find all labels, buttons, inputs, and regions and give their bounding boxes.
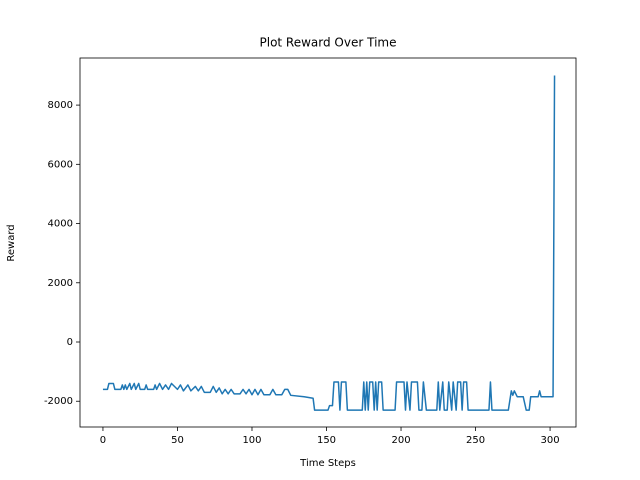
chart-title: Plot Reward Over Time [260, 36, 397, 50]
x-tick-label: 100 [242, 435, 261, 446]
x-axis-label: Time Steps [299, 458, 356, 469]
x-tick-label: 250 [466, 435, 485, 446]
y-axis-label: Reward [6, 224, 17, 261]
x-tick-label: 0 [100, 435, 106, 446]
y-tick-label: 4000 [48, 219, 73, 230]
x-tick-label: 150 [317, 435, 336, 446]
x-tick-label: 50 [171, 435, 184, 446]
plot-frame [79, 57, 577, 428]
data-line [102, 75, 556, 411]
y-tick-label: -2000 [44, 396, 73, 407]
y-tick-label: 0 [67, 337, 73, 348]
y-tick-label: 2000 [48, 278, 73, 289]
x-tick-label: 200 [391, 435, 410, 446]
x-tick-label: 300 [541, 435, 560, 446]
y-tick-label: 6000 [48, 159, 73, 170]
y-tick-label: 8000 [48, 100, 73, 111]
